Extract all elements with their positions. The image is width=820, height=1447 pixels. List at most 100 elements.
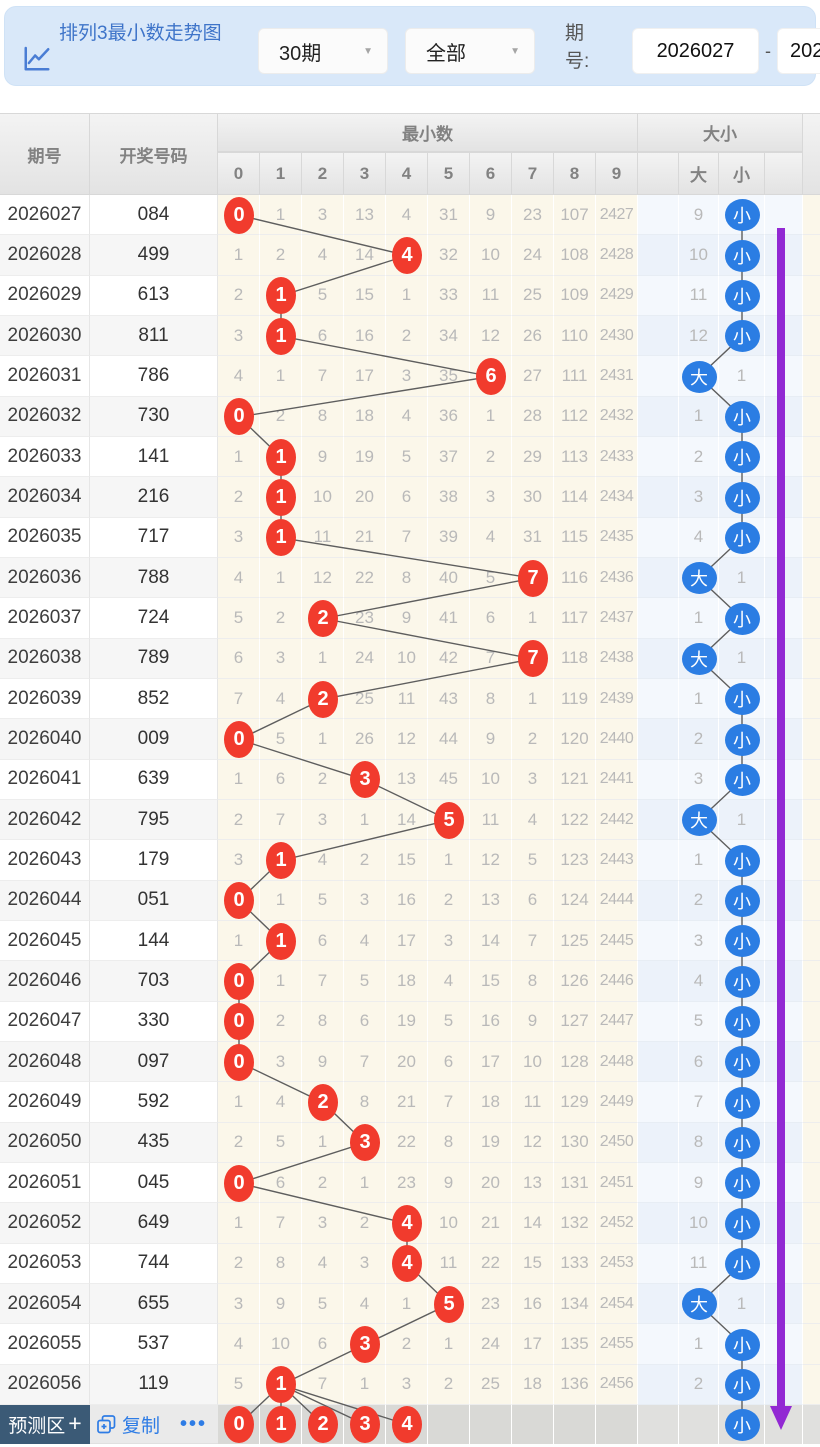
min-cell-4: 8 — [386, 558, 428, 599]
draw-number-cell: 730 — [90, 396, 218, 437]
draw-number-cell: 144 — [90, 921, 218, 962]
gap-cell — [638, 1284, 679, 1325]
da-cell: 6 — [679, 1042, 719, 1083]
predict-area-button[interactable]: 预测区 + — [0, 1405, 90, 1444]
draw-number-cell: 216 — [90, 477, 218, 518]
min-cell-1: 8 — [260, 1243, 302, 1284]
cut-cell — [803, 437, 820, 478]
da-cell: 2 — [679, 1364, 719, 1405]
min-cell-9: 2456 — [596, 1364, 638, 1405]
period-count-select[interactable]: 30期 ▼ — [258, 28, 388, 74]
period-cell: 2026028 — [0, 235, 90, 276]
min-cell-9: 2451 — [596, 1163, 638, 1204]
min-cell-2: 4 — [302, 235, 344, 276]
more-options-button[interactable]: ••• — [180, 1413, 208, 1435]
min-cell-1: 10 — [260, 1324, 302, 1365]
min-cell-9: 2439 — [596, 679, 638, 720]
period-cell: 2026030 — [0, 316, 90, 357]
min-marker: 1 — [266, 438, 296, 476]
min-cell-7: 12 — [512, 1122, 554, 1163]
footer-left-strip — [90, 1405, 218, 1444]
period-cell: 2026047 — [0, 1001, 90, 1042]
min-cell-4: 9 — [386, 598, 428, 639]
gap-cell — [638, 638, 679, 679]
blank-cell — [765, 477, 803, 518]
footer-cut-cell — [803, 1405, 820, 1444]
min-cell-1: 1 — [260, 961, 302, 1002]
min-cell-6: 12 — [470, 840, 512, 881]
da-cell: 10 — [679, 235, 719, 276]
period-from-input[interactable]: 2026027 — [632, 28, 759, 74]
min-cell-5: 9 — [428, 1163, 470, 1204]
gap-cell — [638, 800, 679, 841]
min-cell-8: 115 — [554, 517, 596, 558]
min-cell-9: 2455 — [596, 1324, 638, 1365]
min-cell-4: 16 — [386, 880, 428, 921]
gap-cell — [638, 356, 679, 397]
predict-marker: 2 — [308, 1406, 338, 1443]
cut-cell — [803, 598, 820, 639]
min-cell-6: 6 — [470, 598, 512, 639]
min-cell-0: 2 — [218, 800, 260, 841]
draw-number-cell: 703 — [90, 961, 218, 1002]
min-cell-6: 18 — [470, 1082, 512, 1123]
size-marker: 大 — [681, 562, 717, 595]
min-cell-7: 2 — [512, 719, 554, 760]
min-cell-7: 1 — [512, 598, 554, 639]
min-cell-2: 1 — [302, 719, 344, 760]
cut-cell — [803, 1203, 820, 1244]
min-cell-2: 4 — [302, 1243, 344, 1284]
da-cell: 1 — [679, 598, 719, 639]
col-header-digit-9: 9 — [596, 152, 638, 195]
min-cell-0: 6 — [218, 638, 260, 679]
min-cell-8: 108 — [554, 235, 596, 276]
min-cell-9: 2445 — [596, 921, 638, 962]
blank-cell — [765, 921, 803, 962]
min-cell-6: 16 — [470, 1001, 512, 1042]
period-cell: 2026056 — [0, 1364, 90, 1405]
gap-cell — [638, 840, 679, 881]
min-cell-6: 3 — [470, 477, 512, 518]
min-cell-1: 4 — [260, 1082, 302, 1123]
cut-cell — [803, 235, 820, 276]
min-cell-9: 2454 — [596, 1284, 638, 1325]
min-cell-5: 35 — [428, 356, 470, 397]
size-marker: 小 — [724, 723, 760, 756]
min-cell-7: 16 — [512, 1284, 554, 1325]
min-cell-2: 7 — [302, 961, 344, 1002]
size-marker: 小 — [724, 400, 760, 433]
period-to-input[interactable]: 202 — [777, 28, 820, 74]
draw-number-cell: 097 — [90, 1042, 218, 1083]
min-cell-3: 15 — [344, 275, 386, 316]
gap-cell — [638, 316, 679, 357]
blank-cell — [765, 1001, 803, 1042]
min-cell-3: 1 — [344, 1163, 386, 1204]
gap-cell — [638, 1324, 679, 1365]
min-cell-8: 131 — [554, 1163, 596, 1204]
period-cell: 2026037 — [0, 598, 90, 639]
min-cell-2: 5 — [302, 275, 344, 316]
copy-button[interactable]: 复制 — [96, 1405, 160, 1444]
gap-cell — [638, 1082, 679, 1123]
min-cell-2: 5 — [302, 1284, 344, 1325]
plus-icon: + — [68, 1410, 82, 1436]
size-marker: 小 — [724, 320, 760, 353]
draw-number-cell: 009 — [90, 719, 218, 760]
period-cell: 2026054 — [0, 1284, 90, 1325]
min-cell-3: 5 — [344, 961, 386, 1002]
min-cell-9: 2430 — [596, 316, 638, 357]
filter-select[interactable]: 全部 ▼ — [405, 28, 535, 74]
gap-cell — [638, 1042, 679, 1083]
min-cell-7: 3 — [512, 759, 554, 800]
min-cell-6: 7 — [470, 638, 512, 679]
draw-number-cell: 744 — [90, 1243, 218, 1284]
min-cell-4: 1 — [386, 1284, 428, 1325]
min-cell-2: 12 — [302, 558, 344, 599]
min-cell-9: 2443 — [596, 840, 638, 881]
min-cell-4: 13 — [386, 759, 428, 800]
range-dash: - — [765, 40, 771, 61]
min-cell-4: 20 — [386, 1042, 428, 1083]
gap-cell — [638, 1001, 679, 1042]
min-cell-8: 127 — [554, 1001, 596, 1042]
da-cell: 2 — [679, 437, 719, 478]
